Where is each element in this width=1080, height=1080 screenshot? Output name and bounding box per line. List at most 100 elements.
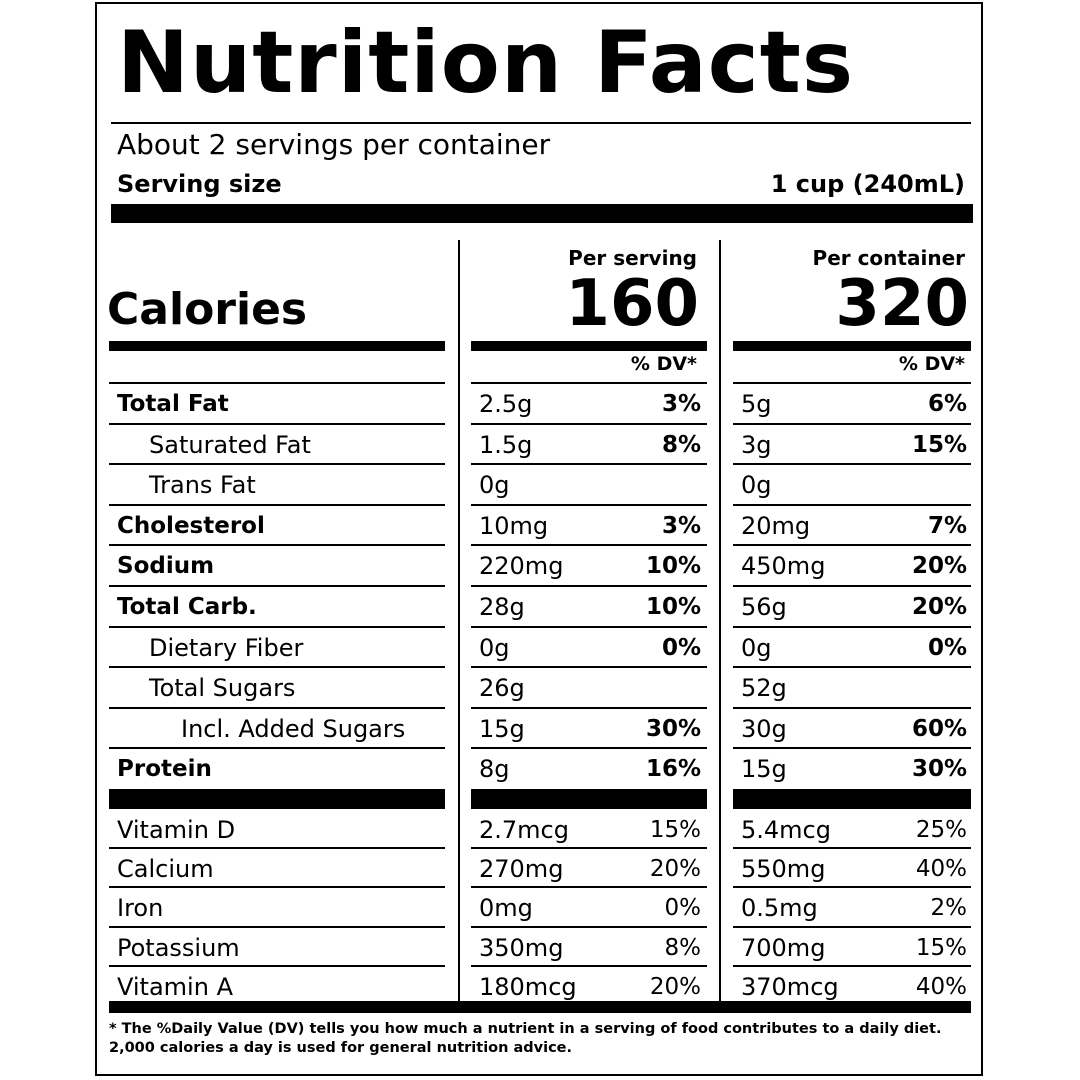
nutrient-row: Cholesterol 10mg 3% 20mg 7% <box>97 506 983 546</box>
container-amount: 5.4mcg <box>741 816 831 844</box>
container-daily-value: 0% <box>927 634 967 661</box>
nutrient-name: Vitamin A <box>117 972 233 1001</box>
container-amount: 0.5mg <box>741 894 818 923</box>
calories-bar-names <box>109 341 445 351</box>
serving-daily-value: 30% <box>645 715 701 742</box>
serving-daily-value: 8% <box>664 934 702 961</box>
serving-amount: 270mg <box>479 855 564 884</box>
nutrient-name: Dietary Fiber <box>149 633 304 662</box>
serving-daily-value: 20% <box>649 856 701 883</box>
row-divider <box>733 422 971 425</box>
dv-heading-container: % DV* <box>898 353 965 375</box>
row-divider <box>733 747 971 750</box>
serving-amount: 350mg <box>479 933 564 962</box>
nutrient-name: Total Fat <box>117 391 229 417</box>
calories-per-container: 320 <box>835 267 969 341</box>
container-amount: 56g <box>741 593 787 621</box>
serving-amount: 1.5g <box>479 430 533 459</box>
serving-amount: 28g <box>479 593 525 621</box>
bottom-thick-bar <box>109 1001 971 1013</box>
row-divider <box>733 847 971 850</box>
container-amount: 370mcg <box>741 972 839 1001</box>
nutrient-row: Dietary Fiber 0g 0% 0g 0% <box>97 628 983 668</box>
row-divider <box>733 463 971 466</box>
nutrient-row: Protein 8g 16% 15g 30% <box>97 749 983 789</box>
serving-size-thick-bar <box>111 204 973 223</box>
container-daily-value: 15% <box>911 431 967 458</box>
row-divider <box>471 422 707 425</box>
serving-daily-value: 10% <box>645 553 701 580</box>
row-divider <box>471 747 707 750</box>
servings-per-container: About 2 servings per container <box>117 128 551 161</box>
serving-amount: 0g <box>479 633 510 662</box>
nutrition-facts-label: Nutrition Facts About 2 servings per con… <box>95 2 983 1076</box>
serving-amount: 0g <box>479 471 510 500</box>
serving-daily-value: 10% <box>645 594 701 620</box>
nutrient-name: Incl. Added Sugars <box>181 714 406 743</box>
row-divider <box>471 925 707 928</box>
nutrient-name: Vitamin D <box>117 816 236 844</box>
nutrient-row: Total Sugars 26g 52g <box>97 668 983 708</box>
row-divider <box>733 503 971 506</box>
container-daily-value: 20% <box>911 594 967 620</box>
row-divider <box>471 585 707 587</box>
serving-amount: 15g <box>479 714 525 743</box>
container-amount: 0g <box>741 633 772 662</box>
vitamins-bar-container <box>733 789 971 809</box>
container-daily-value: 25% <box>915 817 967 843</box>
daily-value-footnote: * The %Daily Value (DV) tells you how mu… <box>109 1021 942 1056</box>
row-divider <box>109 847 445 850</box>
row-divider <box>109 886 445 889</box>
container-amount: 0g <box>741 471 772 500</box>
calories-per-serving: 160 <box>565 267 699 341</box>
container-amount: 30g <box>741 714 787 743</box>
nutrient-row: Total Fat 2.5g 3% 5g 6% <box>97 384 983 424</box>
row-divider <box>471 964 707 967</box>
row-divider <box>733 382 971 384</box>
container-daily-value: 20% <box>911 553 967 580</box>
nutrient-name: Protein <box>117 756 212 783</box>
row-divider <box>109 463 445 466</box>
nutrient-name: Potassium <box>117 933 240 962</box>
row-divider <box>471 706 707 709</box>
row-divider <box>733 925 971 928</box>
serving-amount: 180mcg <box>479 972 577 1001</box>
container-amount: 15g <box>741 755 787 784</box>
serving-size-label: Serving size <box>117 170 282 198</box>
serving-amount: 8g <box>479 755 510 784</box>
serving-amount: 2.5g <box>479 390 533 418</box>
serving-amount: 2.7mcg <box>479 816 569 844</box>
row-divider <box>733 706 971 709</box>
vitamin-row: Potassium 350mg 8% 700mg 15% <box>97 928 983 968</box>
container-daily-value: 40% <box>915 856 967 883</box>
row-divider <box>471 666 707 669</box>
row-divider <box>471 886 707 889</box>
row-divider <box>109 925 445 928</box>
container-daily-value: 30% <box>911 756 967 783</box>
row-divider <box>109 503 445 506</box>
nutrient-name: Total Carb. <box>117 594 257 620</box>
vitamin-row: Vitamin A 180mcg 20% 370mcg 40% <box>97 967 983 1007</box>
container-amount: 700mg <box>741 933 826 962</box>
nutrient-row: Total Carb. 28g 10% 56g 20% <box>97 587 983 627</box>
container-daily-value: 40% <box>915 973 967 1000</box>
serving-amount: 10mg <box>479 511 549 540</box>
nutrient-name: Calcium <box>117 855 214 884</box>
serving-amount: 220mg <box>479 552 564 581</box>
nutrient-name: Saturated Fat <box>149 430 311 459</box>
row-divider <box>733 625 971 628</box>
row-divider <box>471 625 707 628</box>
row-divider <box>109 585 445 587</box>
nutrient-name: Total Sugars <box>149 674 296 703</box>
per-serving-heading: Per serving <box>568 246 697 270</box>
serving-daily-value: 8% <box>661 431 701 458</box>
row-divider <box>471 847 707 850</box>
container-daily-value: 7% <box>927 512 967 539</box>
vitamins-bar-serving <box>471 789 707 809</box>
row-divider <box>471 503 707 506</box>
row-divider <box>109 382 445 384</box>
serving-amount: 0mg <box>479 894 533 923</box>
container-daily-value: 6% <box>927 391 967 417</box>
nutrient-row: Sodium 220mg 10% 450mg 20% <box>97 546 983 586</box>
per-container-heading: Per container <box>812 246 965 270</box>
